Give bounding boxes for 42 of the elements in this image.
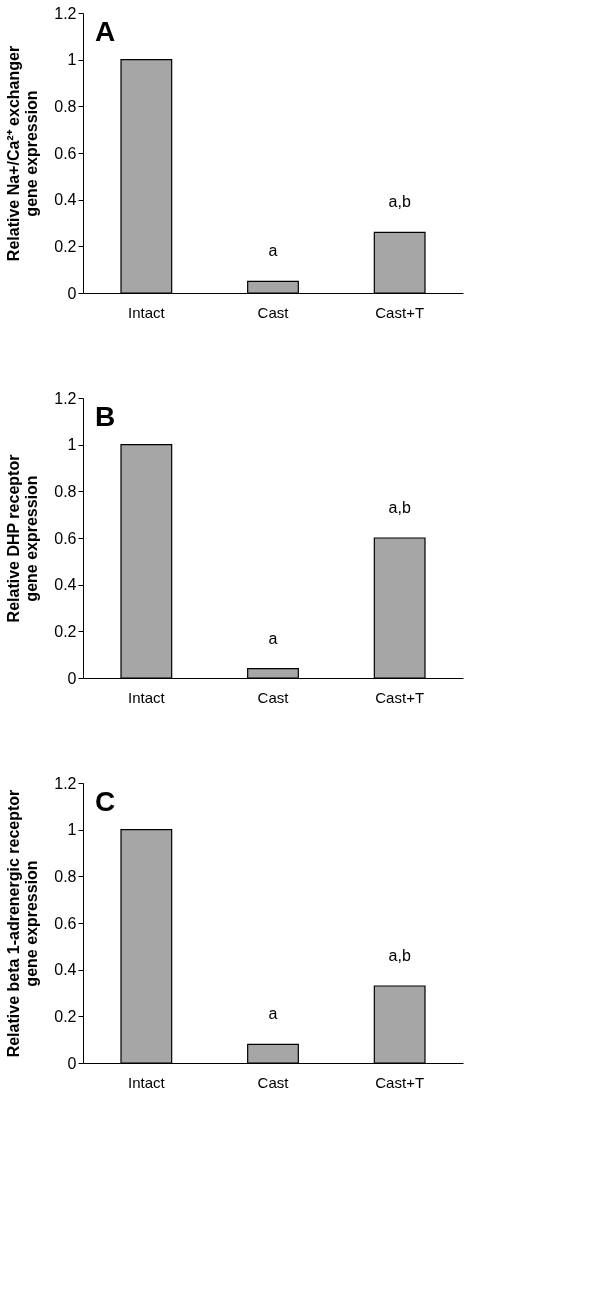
y-tick-label: 0.2 [54, 622, 77, 640]
y-tick-label: 1.2 [54, 774, 77, 792]
y-tick-label: 0 [67, 1054, 77, 1072]
y-tick-label: 0.4 [54, 191, 77, 209]
y-tick-label: 1 [67, 821, 77, 839]
x-tick-label: Intact [127, 688, 166, 706]
y-tick-label: 0 [67, 284, 77, 302]
y-tick-label: 0.4 [54, 961, 77, 979]
y-tick-label: 0.4 [54, 576, 77, 594]
chart-title: B [95, 401, 116, 432]
x-tick-label: Cast+T [375, 688, 425, 706]
y-axis-title: Relative beta 1-adrenergic receptor gene expression [5, 789, 41, 1058]
y-tick-label: 0.8 [54, 97, 77, 115]
x-tick-label: Intact [127, 1073, 166, 1091]
y-tick-label: 1 [67, 51, 77, 69]
y-tick-label: 0.6 [54, 914, 77, 932]
x-tick-label: Cast [257, 303, 290, 321]
y-tick-label: 1.2 [54, 4, 77, 22]
annotation: a [268, 242, 278, 260]
y-tick-label: 1 [67, 436, 77, 454]
chart-title: A [95, 16, 116, 47]
y-axis-title: Relative Na+/Ca²⁺ exchanger gene expression [5, 45, 41, 262]
x-tick-label: Cast [257, 688, 290, 706]
annotation: a,b [388, 499, 411, 516]
y-tick-label: 0.8 [54, 482, 77, 500]
y-tick-label: 1.2 [54, 389, 77, 407]
y-tick-label: 0.6 [54, 529, 77, 547]
annotation: a,b [388, 947, 411, 964]
annotation: a,b [388, 193, 411, 211]
y-tick-label: 0.8 [54, 867, 77, 885]
x-tick-label: Cast+T [375, 1073, 425, 1091]
chart-title: C [95, 786, 116, 817]
x-tick-label: Cast [257, 1073, 290, 1091]
annotation: a [268, 1005, 278, 1023]
x-tick-label: Intact [127, 303, 166, 321]
x-tick-label: Cast+T [375, 303, 425, 321]
y-axis-title: Relative DHP receptor gene expression [5, 454, 41, 623]
annotation: a [268, 629, 278, 647]
y-tick-label: 0.2 [54, 237, 77, 255]
y-tick-label: 0.2 [54, 1007, 77, 1025]
y-tick-label: 0 [67, 669, 77, 687]
y-tick-label: 0.6 [54, 144, 77, 162]
